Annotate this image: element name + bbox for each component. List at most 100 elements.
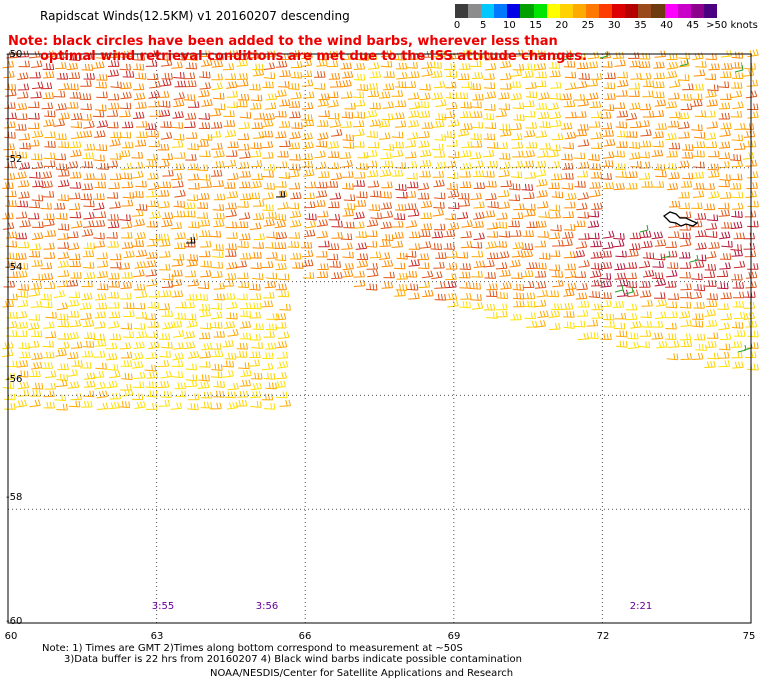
wind-barb bbox=[668, 121, 679, 127]
wind-barb bbox=[318, 171, 329, 177]
wind-barb bbox=[18, 242, 29, 248]
wind-barb bbox=[340, 121, 351, 127]
wind-barb bbox=[665, 281, 676, 287]
wind-barb bbox=[54, 91, 65, 97]
wind-barb bbox=[629, 102, 641, 109]
wind-barb bbox=[31, 330, 42, 336]
wind-barb bbox=[199, 351, 210, 358]
wind-barb bbox=[707, 332, 718, 338]
wind-barb bbox=[157, 360, 168, 366]
wind-barb bbox=[590, 251, 601, 258]
wind-barb bbox=[679, 239, 691, 246]
wind-barb bbox=[238, 144, 249, 150]
wind-barb bbox=[470, 282, 481, 289]
wind-barb bbox=[692, 52, 704, 59]
wind-barb bbox=[575, 271, 586, 277]
wind-barb bbox=[668, 231, 679, 237]
wind-barb bbox=[655, 299, 667, 306]
wind-barb bbox=[144, 260, 156, 267]
wind-barb bbox=[81, 401, 92, 407]
wind-barb bbox=[197, 382, 208, 389]
wind-barb bbox=[331, 272, 342, 279]
wind-barb bbox=[456, 212, 468, 219]
wind-barb bbox=[396, 72, 407, 79]
wind-barb bbox=[44, 141, 55, 148]
wind-barb bbox=[162, 170, 173, 176]
wind-barb bbox=[407, 172, 418, 179]
wind-barb bbox=[314, 200, 325, 207]
wind-barb bbox=[678, 74, 689, 81]
wind-barb bbox=[482, 150, 493, 157]
wind-barb bbox=[446, 102, 457, 109]
wind-barb bbox=[733, 261, 744, 268]
wind-barb bbox=[224, 120, 235, 126]
wind-barb bbox=[161, 73, 172, 79]
wind-barb bbox=[318, 241, 329, 247]
wind-barb bbox=[499, 153, 510, 160]
wind-barb bbox=[512, 212, 523, 218]
wind-barb bbox=[380, 152, 391, 159]
wind-barb bbox=[302, 250, 313, 257]
footer-note-2: 3)Data buffer is 22 hrs from 20160207 4)… bbox=[64, 654, 522, 665]
wind-barb bbox=[668, 93, 679, 99]
wind-barb bbox=[172, 360, 183, 366]
wind-barb bbox=[353, 129, 365, 136]
wind-barb bbox=[276, 352, 287, 359]
wind-barb bbox=[149, 291, 160, 297]
wind-barb bbox=[718, 231, 730, 238]
wind-barb bbox=[70, 172, 81, 178]
wind-barb bbox=[263, 171, 274, 178]
wind-barb bbox=[58, 141, 69, 148]
wind-barb bbox=[523, 281, 534, 287]
wind-barb bbox=[17, 84, 28, 90]
legend-label: 5 bbox=[480, 20, 486, 31]
wind-barb bbox=[108, 370, 120, 377]
wind-barb bbox=[680, 301, 691, 308]
wind-barb bbox=[680, 272, 691, 278]
wind-barb bbox=[603, 313, 614, 320]
wind-barb bbox=[590, 132, 601, 139]
legend-swatch bbox=[494, 4, 507, 18]
wind-barb bbox=[523, 161, 534, 168]
wind-barb bbox=[692, 353, 703, 360]
wind-barb bbox=[538, 211, 549, 218]
wind-barb bbox=[239, 321, 251, 328]
wind-barb bbox=[565, 193, 576, 200]
wind-barb bbox=[382, 234, 393, 241]
wind-barb bbox=[734, 123, 745, 129]
wind-barb bbox=[314, 82, 325, 89]
wind-barb bbox=[601, 292, 612, 299]
wind-barb bbox=[276, 161, 287, 167]
wind-barb bbox=[421, 69, 433, 76]
wind-barb bbox=[174, 190, 186, 197]
pass-time-label: 3:55 bbox=[152, 601, 174, 612]
wind-barb bbox=[472, 94, 483, 100]
wind-barb bbox=[121, 360, 132, 366]
wind-barb bbox=[586, 79, 597, 86]
wind-barb bbox=[653, 92, 664, 98]
wind-barb bbox=[109, 201, 120, 208]
wind-barb bbox=[668, 293, 679, 299]
wind-barb bbox=[718, 210, 729, 217]
wind-barb bbox=[28, 213, 39, 219]
wind-barb bbox=[249, 283, 260, 290]
wind-barb bbox=[679, 232, 690, 239]
wind-barb bbox=[483, 73, 494, 79]
wind-barb bbox=[44, 110, 55, 117]
wind-barb bbox=[44, 152, 55, 158]
wind-barb bbox=[135, 140, 146, 147]
wind-barb bbox=[640, 141, 651, 147]
wind-barb bbox=[15, 400, 27, 407]
wind-barb bbox=[487, 231, 498, 238]
wind-barb bbox=[17, 389, 28, 396]
wind-barb bbox=[392, 232, 403, 239]
wind-barb bbox=[577, 310, 588, 316]
wind-barb bbox=[612, 240, 624, 247]
wind-barb bbox=[615, 313, 626, 319]
wind-barb bbox=[679, 202, 690, 208]
wind-barb bbox=[136, 131, 147, 137]
wind-barb bbox=[447, 171, 459, 178]
wind-barb bbox=[32, 383, 43, 389]
wind-barb bbox=[44, 383, 55, 389]
wind-barb bbox=[548, 310, 560, 317]
